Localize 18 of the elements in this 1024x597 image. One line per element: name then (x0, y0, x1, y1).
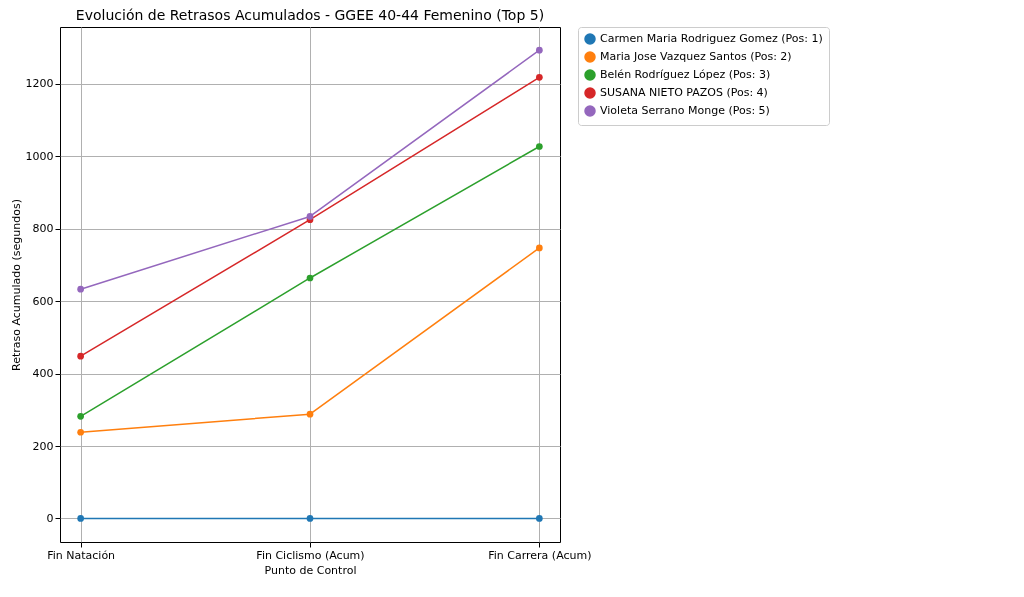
y-axis-title: Retraso Acumulado (segundos) (9, 199, 23, 371)
y-tick-label: 800 (32, 222, 54, 236)
x-tick-label: Fin Carrera (Acum) (488, 548, 592, 562)
y-tick-label: 400 (32, 367, 54, 381)
x-axis-title: Punto de Control (264, 563, 357, 577)
x-tick-label: Fin Ciclismo (Acum) (256, 548, 365, 562)
legend-label: Belén Rodríguez López (Pos: 3) (600, 68, 771, 81)
y-tick-label: 1200 (25, 77, 54, 91)
legend-label: Violeta Serrano Monge (Pos: 5) (600, 104, 770, 117)
legend-label: Maria Jose Vazquez Santos (Pos: 2) (600, 50, 792, 63)
legend-label: SUSANA NIETO PAZOS (Pos: 4) (600, 86, 768, 99)
chart-title: Evolución de Retrasos Acumulados - GGEE 40-44 Femenino (Top 5) (75, 6, 545, 23)
legend-label: Carmen Maria Rodriguez Gomez (Pos: 1) (600, 32, 823, 45)
y-tick-label: 200 (32, 439, 54, 453)
x-tick-label: Fin Natación (47, 548, 116, 562)
y-tick-label: 0 (46, 511, 54, 525)
y-tick-label: 600 (32, 294, 54, 308)
y-tick-label: 1000 (25, 149, 54, 163)
